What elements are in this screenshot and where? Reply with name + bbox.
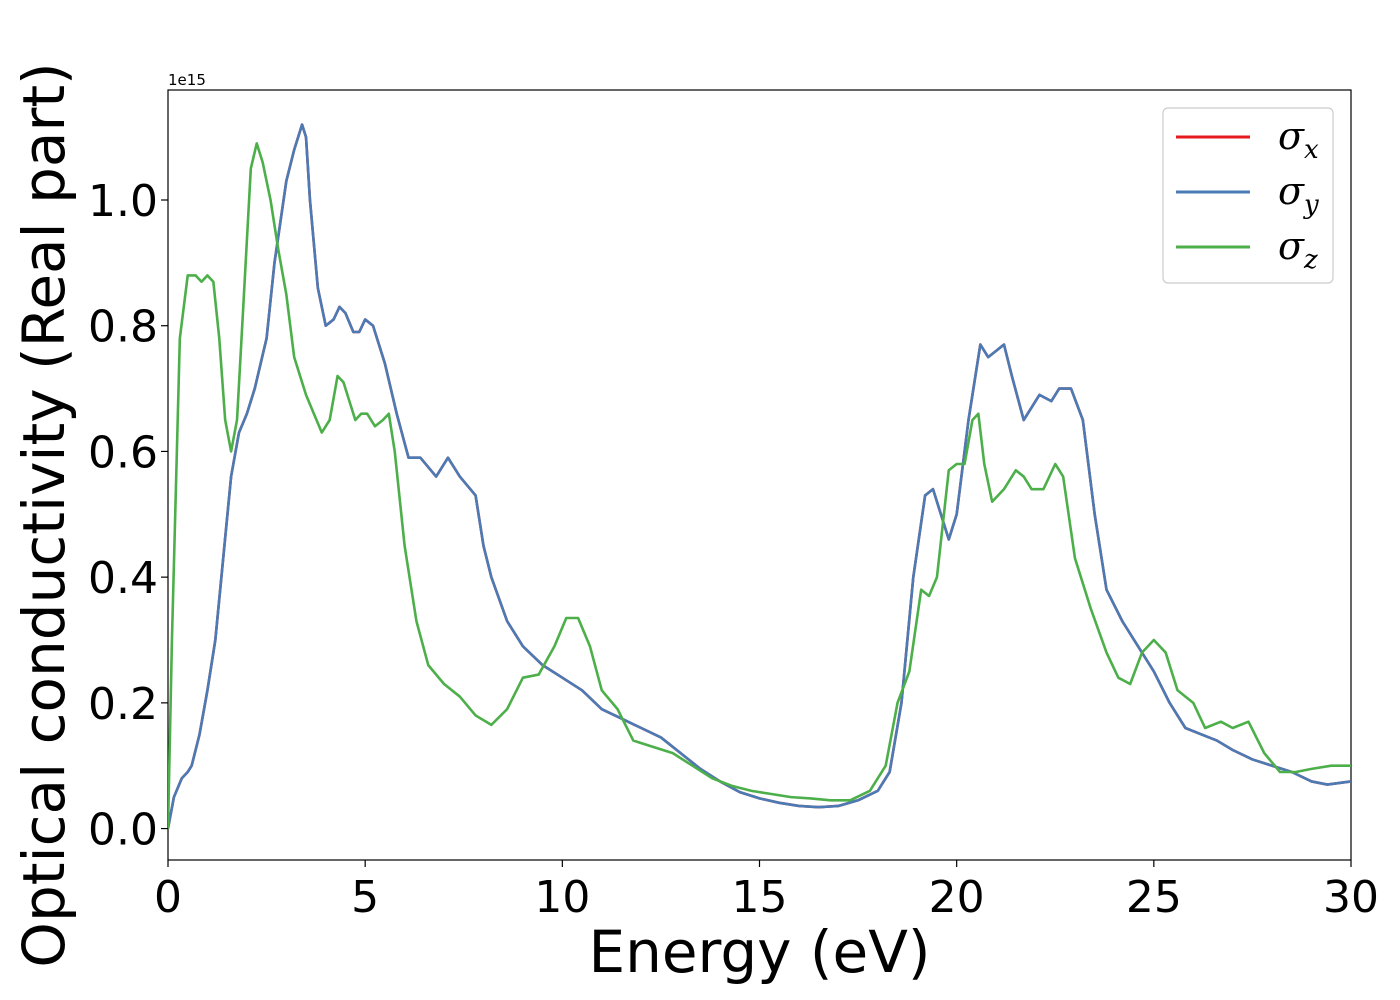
legend-label-x: σx <box>1278 114 1319 165</box>
y-tick-label: 0.8 <box>88 302 158 353</box>
y-tick-label: 0.2 <box>88 679 158 730</box>
x-tick-label: 10 <box>534 872 590 923</box>
y-tick-label: 1.0 <box>88 176 158 227</box>
series-line-y <box>168 123 1351 829</box>
y-offset-label: 1e15 <box>168 71 206 89</box>
series-line-z <box>168 142 1351 829</box>
x-axis-title: Energy (eV) <box>588 918 930 986</box>
series-layer <box>168 123 1351 829</box>
legend-box <box>1162 107 1334 284</box>
legend-label-z: σz <box>1278 224 1318 275</box>
legend-label-y: σy <box>1278 169 1319 220</box>
x-axis-ticks: 0 5 10 15 20 25 30 <box>154 860 1379 923</box>
x-tick-label: 15 <box>732 872 788 923</box>
y-tick-label: 0.0 <box>88 805 158 856</box>
x-tick-label: 25 <box>1126 872 1182 923</box>
y-tick-label: 0.4 <box>88 553 158 604</box>
x-tick-label: 30 <box>1323 872 1379 923</box>
x-tick-label: 20 <box>929 872 985 923</box>
x-tick-label: 0 <box>154 872 182 923</box>
y-axis-ticks: 0.0 0.2 0.4 0.6 0.8 1.0 <box>88 176 168 856</box>
y-axis-title: Optical conductivity (Real part) <box>10 62 78 967</box>
y-tick-label: 0.6 <box>88 427 158 478</box>
x-tick-label: 5 <box>351 872 379 923</box>
